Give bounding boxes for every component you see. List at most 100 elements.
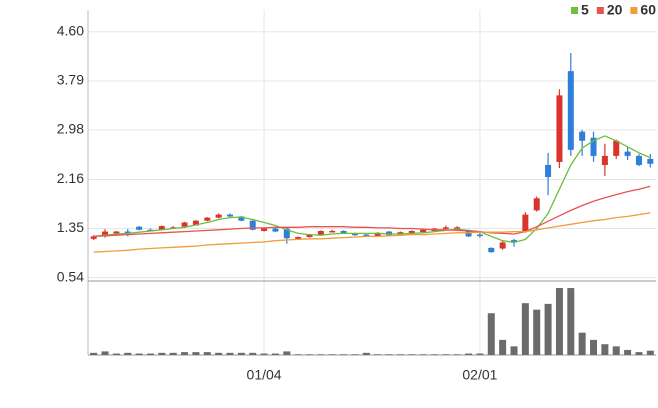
volume-bar [146,353,154,355]
candle-body [442,227,449,229]
candle-body [249,220,256,230]
candle-body [124,231,131,234]
volume-bar [169,352,177,355]
volume-bar [215,352,223,355]
y-tick-label: 2.98 [57,121,84,137]
candle-body [374,232,381,237]
volume-bar [635,352,643,355]
candle-body [340,230,347,234]
candle-body [488,247,495,253]
volume-bar [328,354,336,355]
candle-body [613,140,620,156]
volume-bar [396,354,404,355]
candle-body [351,233,358,236]
volume-bar [306,354,314,355]
legend-swatch [596,7,604,14]
volume-bar [521,303,529,355]
volume-bar [385,354,393,355]
volume-bar [544,303,552,355]
volume-bar [101,351,109,355]
volume-bar [465,353,473,355]
candle-body [533,198,540,211]
volume-bar [601,344,609,355]
candle-body [454,227,461,229]
x-tick-label: 01/04 [247,367,282,383]
volume-bar [453,354,461,355]
candle-body [261,228,268,231]
ma-line [93,212,651,253]
candle-body [192,220,199,226]
legend-label: 20 [607,2,623,18]
volume-bar [612,346,620,355]
ma-line [93,135,651,244]
y-tick-label: 0.54 [57,268,84,284]
candle-body [420,229,427,233]
candle-body [158,226,165,230]
legend-swatch [630,7,638,14]
volume-bar [203,352,211,355]
candle-body [181,222,188,227]
volume-bar [578,332,586,355]
legend-swatch [571,7,579,14]
candle-body [511,240,517,242]
candle-body [476,234,483,237]
volume-bar [567,288,575,355]
volume-bar [374,354,382,355]
candle-body [283,228,290,239]
candle-body [499,242,506,249]
volume-bar [340,354,348,355]
volume-bar [158,352,166,355]
volume-bar [430,354,438,355]
volume-bar [442,354,450,355]
volume-bar [283,351,291,355]
candle-body [90,236,97,239]
candle-body [272,228,279,232]
legend-label: 5 [581,2,589,18]
y-tick-label: 4.60 [57,22,84,38]
volume-bar [317,354,325,355]
volume-bar [419,354,427,355]
volume-bar [646,350,654,355]
candle-body [579,131,586,141]
volume-bar [487,313,495,355]
y-tick-label: 3.79 [57,72,84,88]
volume-bar [237,352,245,355]
volume-bar [249,352,257,355]
candle-body [113,231,120,234]
volume-bar [533,309,541,355]
candle-body [136,226,143,230]
candle-body [215,214,222,218]
candle-body [590,137,597,156]
candle-body [102,231,109,237]
volume-bar [181,352,189,355]
y-tick-label: 2.16 [57,170,84,186]
volume-bar [555,288,563,355]
candle-body [522,214,529,232]
volume-bar [260,353,268,355]
candle-body [204,217,211,221]
volume-bar [499,339,507,355]
candle-body [624,151,631,156]
volume-bar [90,352,98,355]
volume-bar [192,352,200,355]
candle-body [601,155,608,165]
candle-body [238,216,245,221]
volume-bar [271,353,279,355]
candle-body [363,234,370,237]
candle-body [295,237,302,239]
candle-body [329,230,336,233]
volume-bar [294,354,302,355]
volume-bar [476,353,484,355]
volume-bar [362,352,370,355]
volume-bar [135,353,143,355]
candle-body [635,155,642,165]
volume-bar [510,346,518,355]
ma-line [93,185,651,238]
candle-body [556,95,563,162]
candle-body [567,71,574,150]
legend-label: 60 [640,2,656,18]
y-tick-label: 1.35 [57,219,84,235]
candle-body [647,158,654,164]
